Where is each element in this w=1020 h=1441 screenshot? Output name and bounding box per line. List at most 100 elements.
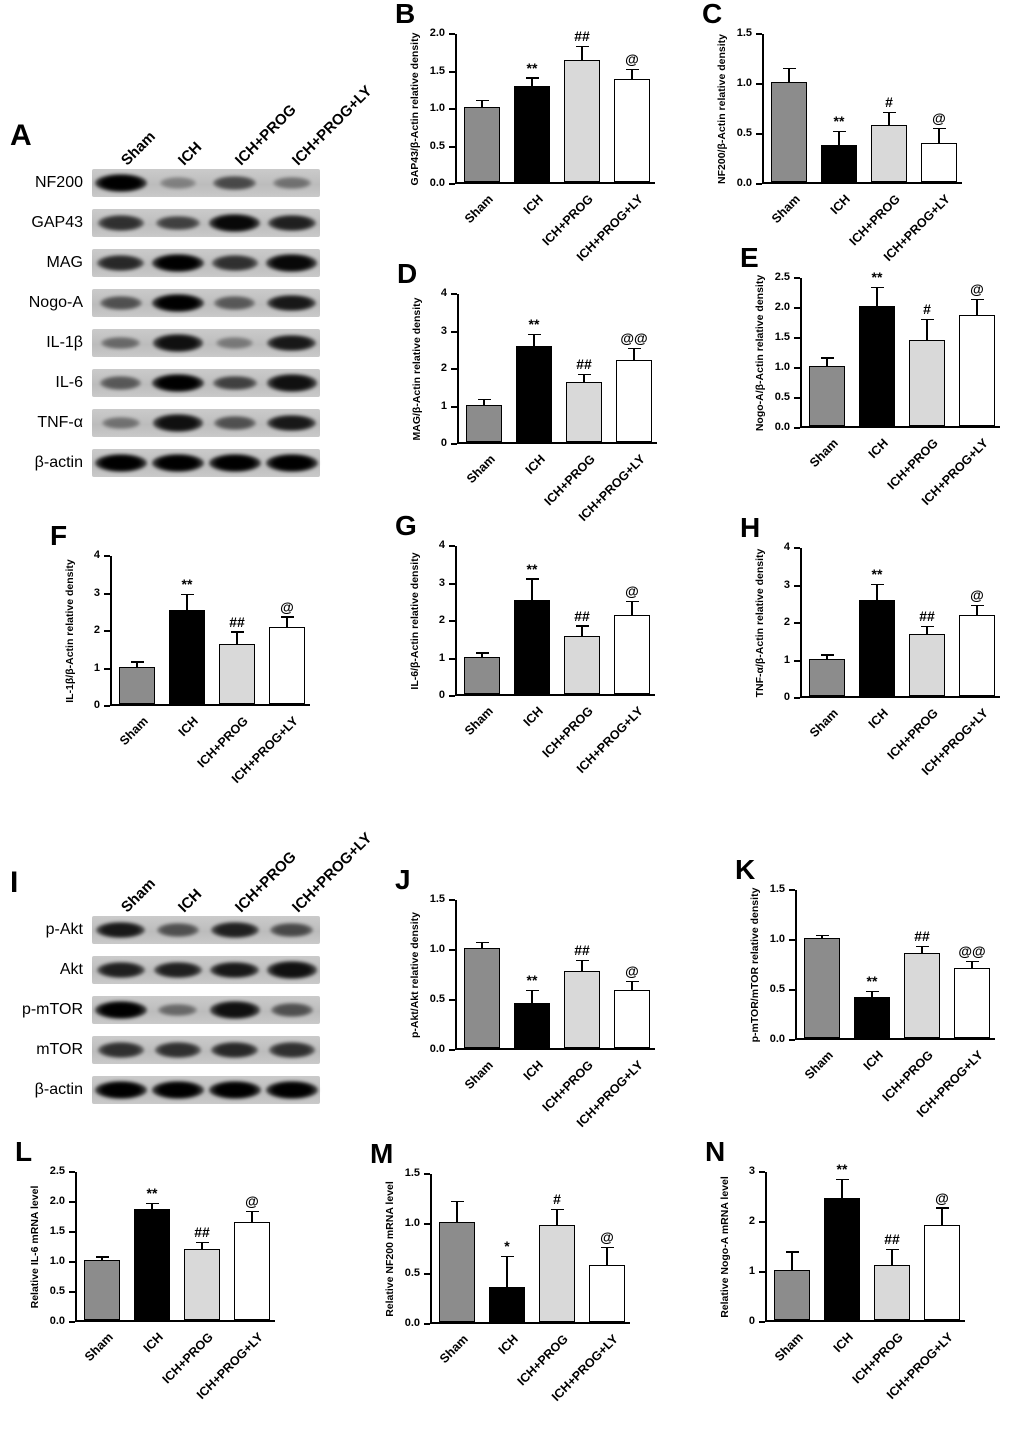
y-tick-label: 2.0 — [49, 1195, 65, 1207]
bar-ICH+PROG+LY — [614, 990, 650, 1048]
error-bar — [826, 358, 828, 366]
bar-chart: 0.0 0.5 1.0 1.5 Sham ** ICH ## ICH+PROG @ ICH+PROG… — [393, 868, 695, 1130]
y-tick — [449, 545, 455, 547]
blot-strip — [92, 1076, 320, 1104]
panel-I-western-blot: I Sham ICH ICH+PROG ICH+PROG+LY p-Akt Akt p-m… — [8, 830, 375, 1116]
plot-area: 0 1 2 3 4 Sham ** ICH ## ICH+PROG @ ICH+PROG+LY — [94, 549, 310, 786]
y-axis-label: GAP43/β-Actin relative density — [409, 32, 421, 186]
error-bar — [531, 991, 533, 1003]
significance-label: ** — [528, 316, 540, 333]
bar-ICH+PROG — [539, 1225, 575, 1322]
y-tick — [794, 622, 800, 624]
bar-chart: 0.0 0.5 1.0 1.5 2.0 Sham ** ICH ## ICH+PROG @ ICH+P… — [393, 2, 695, 264]
y-tick-label: 0 — [440, 437, 447, 449]
blot-row: MAG — [8, 249, 348, 277]
panel-L-chart: L 0.0 0.5 1.0 1.5 2.0 2.5 Sham ** ICH ## ICH+PROG @… — [13, 1138, 315, 1402]
y-axis-label: MAG/β-Actin relative density — [411, 297, 423, 441]
blot-band — [265, 454, 318, 472]
error-bar-cap — [820, 357, 834, 359]
bar-ICH — [821, 145, 857, 182]
error-bar — [151, 1204, 153, 1209]
protein-label: GAP43 — [31, 214, 83, 231]
panel-letter: E — [740, 242, 759, 273]
blot-band — [208, 1081, 261, 1099]
error-bar-cap — [145, 1202, 159, 1205]
bar-ICH+PROG — [564, 635, 600, 694]
y-tick — [69, 1291, 75, 1293]
error-bar-cap — [475, 941, 489, 943]
lane-label: ICH+PROG — [231, 848, 300, 916]
blot-band — [214, 296, 255, 310]
error-bar — [921, 947, 923, 953]
y-tick-label: 0.5 — [429, 993, 445, 1005]
error-bar — [891, 1250, 893, 1265]
error-bar-cap — [525, 77, 539, 79]
significance-label: ** — [836, 1161, 848, 1177]
significance-label: ## — [884, 1231, 900, 1247]
bar-ICH+PROG+LY — [616, 359, 652, 442]
y-tick-label: 1.0 — [769, 933, 785, 945]
y-tick — [424, 1173, 430, 1175]
error-bar-cap — [475, 652, 489, 654]
panel-A-western-blot: A Sham ICH ICH+PROG ICH+PROG+LY NF200 GAP43 M… — [8, 83, 375, 489]
error-bar — [938, 129, 940, 143]
x-tick-label: ICH+PROG+LY — [573, 704, 646, 776]
bar-chart: 0.0 0.5 1.0 1.5 2.0 2.5 Sham ** ICH # ICH+PROG @ ICH… — [738, 246, 1020, 508]
x-tick-label: ICH+PROG+LY — [228, 714, 301, 786]
y-tick — [449, 899, 455, 901]
y-tick — [794, 277, 800, 279]
error-bar — [631, 70, 633, 80]
x-tick-label: ICH+PROG+LY — [193, 1330, 266, 1402]
blot-band — [211, 255, 258, 271]
x-tick-label: ICH — [830, 1330, 856, 1356]
significance-label: @ — [245, 1193, 259, 1209]
y-tick — [451, 405, 457, 408]
plot-area: 0.0 0.5 1.0 1.5 Sham ** ICH ## ICH+PROG @ ICH+PROG… — [430, 893, 655, 1130]
y-tick-label: 3 — [783, 578, 790, 591]
y-tick-label: 0 — [748, 1315, 755, 1327]
error-bar-cap — [577, 373, 591, 376]
y-tick-label: 3 — [748, 1165, 755, 1177]
bar-Sham — [771, 82, 807, 182]
error-bar — [556, 1210, 558, 1225]
bar-ICH+PROG+LY — [589, 1265, 625, 1322]
error-bar-cap — [600, 1246, 614, 1248]
blot-row: Nogo-A — [8, 289, 348, 317]
bar-ICH+PROG+LY — [959, 315, 995, 426]
error-bar-cap — [525, 578, 539, 580]
blot-band — [97, 215, 144, 231]
significance-label: @ — [600, 1229, 614, 1245]
significance-label: ** — [146, 1185, 158, 1202]
y-tick-label: 3 — [440, 324, 447, 337]
error-bar — [941, 1208, 943, 1225]
y-tick-label: 4 — [440, 287, 447, 299]
lane-label: ICH — [174, 138, 205, 169]
x-tick-label: ICH+PROG — [539, 704, 596, 761]
blot-row: p-Akt — [8, 916, 348, 944]
significance-label: ** — [866, 973, 878, 989]
error-bar — [533, 335, 535, 347]
y-tick — [104, 555, 110, 557]
y-tick — [449, 145, 455, 148]
error-bar-cap — [95, 1256, 109, 1258]
plot-area: 0.0 0.5 1.0 1.5 2.0 2.5 Sham ** ICH # ICH+PROG @ ICH… — [775, 269, 1000, 508]
error-bar-cap — [835, 1178, 849, 1180]
significance-label: ## — [576, 356, 592, 373]
bar-Sham — [809, 658, 845, 696]
panel-letter: A — [10, 119, 32, 152]
blot-band — [96, 961, 145, 979]
y-tick — [794, 659, 800, 662]
plot-area: 0 1 2 3 4 Sham ** ICH ## ICH+PROG @ ICH+PROG+LY — [439, 539, 655, 776]
panel-letter: J — [395, 864, 411, 895]
blot-strip — [92, 1036, 320, 1064]
error-bar-cap — [280, 616, 294, 618]
error-bar — [481, 101, 483, 107]
y-tick — [69, 1231, 75, 1233]
y-tick — [789, 989, 795, 991]
blot-band — [265, 1081, 318, 1099]
blot-strip — [92, 449, 320, 477]
panel-letter: I — [10, 866, 19, 899]
blot-band — [97, 255, 144, 271]
y-tick-label: 1 — [748, 1265, 755, 1277]
blot-row: p-mTOR — [8, 996, 348, 1024]
